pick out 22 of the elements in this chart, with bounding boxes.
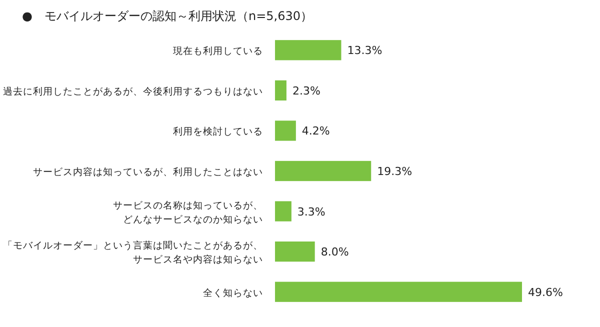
- y-tick-label: 過去に利用したことがあるが、今後利用するつもりはない: [3, 85, 263, 98]
- data-label: 49.6%: [528, 286, 563, 299]
- bar: [275, 242, 315, 262]
- data-label: 13.3%: [347, 44, 382, 58]
- data-label: 4.2%: [302, 124, 330, 138]
- bar: [275, 282, 522, 302]
- data-label: 2.3%: [292, 84, 320, 98]
- text: ● モバイルオーダーの認知～利用状況（n=5,630）: [22, 9, 312, 23]
- bar: [275, 201, 292, 222]
- y-tick-label: 利用を検討している: [173, 126, 263, 138]
- y-tick-label: サービス内容は知っているが、利用したことはない: [33, 166, 263, 178]
- bar: [275, 80, 286, 100]
- y-tick-label: 現在も利用している: [173, 45, 263, 58]
- bar: [275, 40, 342, 60]
- data-label: 19.3%: [377, 165, 412, 178]
- bar: [275, 160, 372, 182]
- data-label: 8.0%: [320, 246, 349, 259]
- y-tick-label: サービスの名称は知っているが、どんなサービスなのか知らない: [113, 199, 263, 226]
- y-tick-label: 「モバイルオーダー」という言葉は聞いたことがあるが、サービス名や内容は知らない: [3, 240, 263, 266]
- data-label: 3.3%: [297, 205, 326, 218]
- y-tick-label: 全く知らない: [203, 286, 263, 299]
- bar: [275, 120, 296, 141]
